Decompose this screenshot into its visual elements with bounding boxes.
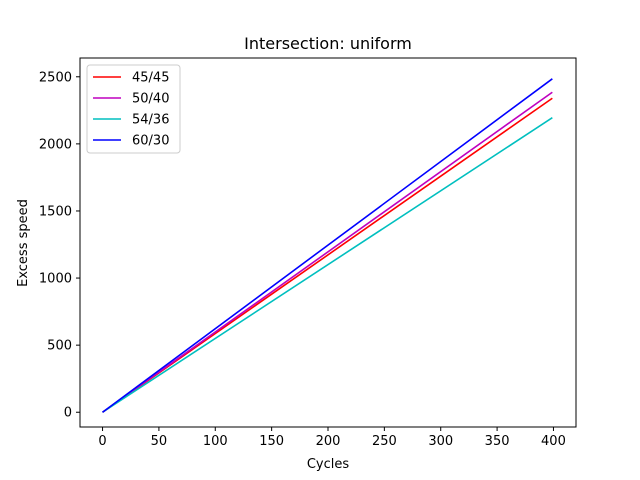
x-tick-label: 0 — [98, 434, 106, 449]
x-tick-label: 200 — [316, 434, 341, 449]
series-line-60-30 — [102, 78, 553, 413]
x-axis: 0 50 100 150 200 250 300 350 400 — [98, 427, 566, 449]
x-tick-label: 400 — [541, 434, 566, 449]
series-line-45-45 — [102, 97, 553, 413]
y-tick-label: 1000 — [39, 272, 72, 287]
y-tick-label: 2000 — [39, 137, 72, 152]
chart-title: Intersection: uniform — [244, 34, 412, 53]
x-axis-label: Cycles — [307, 457, 350, 472]
x-tick-label: 100 — [203, 434, 228, 449]
series-line-54-36 — [102, 117, 553, 413]
legend-box — [86, 64, 181, 154]
legend-label: 45/45 — [132, 71, 169, 86]
y-tick-label: 500 — [47, 339, 72, 354]
legend-label: 54/36 — [132, 113, 169, 128]
legend-label: 50/40 — [132, 92, 169, 107]
legend-label: 60/30 — [132, 134, 169, 149]
x-tick-label: 250 — [372, 434, 397, 449]
legend: 45/45 50/40 54/36 60/30 — [86, 64, 181, 154]
y-tick-label: 0 — [64, 406, 72, 421]
series-line-50-40 — [102, 91, 553, 413]
y-tick-label: 2500 — [39, 70, 72, 85]
x-tick-label: 350 — [485, 434, 510, 449]
series-layer — [102, 78, 553, 413]
y-tick-label: 1500 — [39, 204, 72, 219]
x-tick-label: 150 — [259, 434, 284, 449]
y-axis: 0 500 1000 1500 2000 2500 — [39, 70, 80, 421]
x-tick-label: 50 — [151, 434, 168, 449]
y-axis-label: Excess speed — [16, 199, 31, 287]
x-tick-label: 300 — [428, 434, 453, 449]
